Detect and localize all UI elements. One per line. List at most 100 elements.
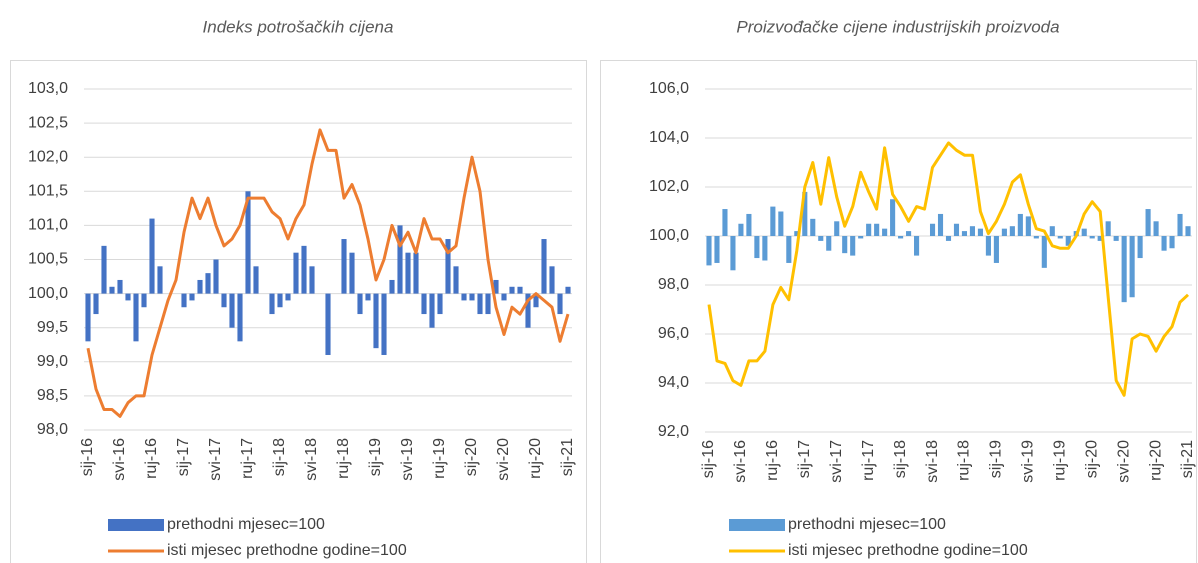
x-tick-label: sij-17: [175, 438, 192, 476]
bar: [125, 293, 131, 301]
y-tick-label: 100,0: [28, 285, 68, 302]
legend-label: prethodni mjesec=100: [167, 516, 325, 533]
bar: [1161, 236, 1167, 251]
y-tick-label: 102,0: [649, 178, 689, 195]
y-tick-label: 98,0: [658, 276, 689, 293]
x-tick-label: sij-19: [367, 438, 384, 476]
line: [707, 141, 1190, 397]
y-tick-label: 94,0: [658, 374, 689, 391]
x-tick-label: sij-21: [1179, 440, 1196, 478]
x-tick-label: sij-20: [463, 438, 480, 476]
x-tick-label: svi-20: [1115, 440, 1132, 483]
x-tick-label: ruj-16: [764, 440, 781, 481]
bar: [858, 236, 864, 239]
bar: [117, 279, 123, 294]
bar: [961, 231, 968, 236]
bar: [945, 236, 952, 241]
bar: [445, 239, 451, 294]
bar: [914, 236, 920, 256]
bar: [101, 245, 107, 294]
bar: [1105, 221, 1111, 236]
bar: [985, 236, 991, 256]
bar: [730, 236, 736, 271]
bar: [269, 293, 275, 315]
x-tick-label: sij-16: [700, 440, 717, 478]
x-tick-label: ruj-18: [335, 438, 352, 479]
bar: [1121, 236, 1127, 303]
y-tick-label: 98,5: [37, 387, 68, 404]
x-tick-label: svi-18: [303, 438, 320, 481]
x-tick-label: ruj-19: [1051, 440, 1068, 481]
x-tick-label: svi-19: [1020, 440, 1037, 483]
legend-swatch: [729, 519, 785, 531]
bar: [293, 252, 299, 294]
x-tick-label: svi-17: [828, 440, 845, 483]
bar: [1033, 236, 1039, 239]
y-tick-label: 98,0: [37, 421, 68, 438]
bar: [517, 286, 523, 294]
bar: [786, 236, 792, 263]
x-tick-label: svi-17: [207, 438, 224, 481]
chart-frame: [600, 60, 1197, 563]
bar: [309, 266, 315, 294]
legend-label: isti mjesec prethodne godine=100: [788, 542, 1028, 559]
bar: [245, 191, 251, 294]
legend-label: isti mjesec prethodne godine=100: [167, 542, 407, 559]
legend-label: prethodni mjesec=100: [788, 516, 946, 533]
bar: [557, 293, 563, 315]
bar: [501, 293, 507, 301]
bar: [1129, 236, 1135, 298]
bar: [810, 218, 816, 236]
bar: [525, 293, 531, 328]
bar: [509, 286, 515, 294]
bar: [213, 259, 219, 294]
y-tick-label: 99,5: [37, 319, 68, 336]
bar: [285, 293, 291, 301]
y-tick-label: 101,0: [28, 217, 68, 234]
bar: [349, 252, 355, 294]
bar: [413, 252, 419, 294]
bar: [301, 245, 307, 294]
y-tick-label: 92,0: [658, 423, 689, 440]
bar: [898, 236, 904, 239]
bar: [237, 293, 243, 342]
bar: [1113, 236, 1119, 241]
bar: [93, 293, 99, 315]
bar: [485, 293, 491, 315]
bar: [549, 266, 555, 294]
bar: [794, 231, 800, 236]
bar: [1097, 236, 1103, 241]
bar: [826, 236, 832, 251]
x-tick-label: ruj-16: [143, 438, 160, 479]
bar: [1145, 209, 1151, 236]
bar: [802, 191, 808, 236]
bar: [389, 279, 395, 294]
bar: [818, 236, 824, 241]
x-tick-label: sij-16: [79, 438, 96, 476]
bar: [906, 231, 912, 236]
bar: [1089, 236, 1095, 239]
bar: [1137, 236, 1143, 259]
bar: [189, 293, 195, 301]
bar: [1041, 236, 1047, 268]
x-tick-label: sij-17: [796, 440, 813, 478]
bar: [722, 209, 728, 236]
bar: [1025, 216, 1031, 236]
y-tick-label: 101,5: [28, 183, 68, 200]
bar: [397, 225, 403, 294]
y-tick-label: 104,0: [649, 129, 689, 146]
bar: [541, 239, 547, 294]
chart-frame: [10, 60, 587, 563]
bar: [1185, 226, 1191, 236]
x-tick-label: svi-18: [924, 440, 941, 483]
x-tick-label: ruj-20: [1147, 440, 1164, 481]
bar: [953, 223, 960, 236]
bar: [1009, 226, 1015, 236]
bar: [1169, 236, 1175, 249]
bar: [437, 293, 443, 315]
line: [86, 128, 570, 418]
y-tick-label: 102,0: [28, 148, 68, 165]
x-tick-label: sij-20: [1083, 440, 1100, 478]
bar: [469, 293, 475, 301]
